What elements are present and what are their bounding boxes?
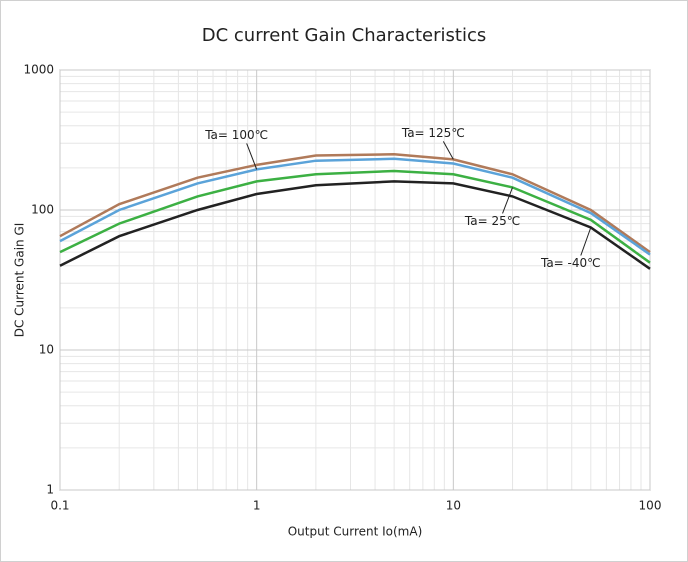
y-tick-label: 1000 [23, 63, 54, 77]
annotation-arrow [580, 227, 592, 256]
y-tick-label: 1 [46, 483, 54, 497]
series-label: Ta= -40℃ [540, 256, 601, 270]
x-tick-label: 0.1 [50, 499, 69, 513]
y-tick-label: 100 [31, 203, 54, 217]
x-tick-label: 100 [639, 499, 662, 513]
annotation-arrow [246, 143, 258, 170]
series-line [59, 180, 651, 270]
plot-area [59, 69, 651, 491]
x-axis-label: Output Current Io(mA) [288, 525, 423, 539]
y-tick-label: 10 [39, 343, 54, 357]
series-line [59, 153, 651, 254]
series-label: Ta= 25℃ [464, 214, 520, 228]
series-label: Ta= 100℃ [204, 128, 268, 142]
series-line [59, 157, 651, 256]
annotation-arrow [502, 187, 514, 214]
x-tick-label: 10 [446, 499, 461, 513]
chart-title: DC current Gain Characteristics [202, 25, 487, 46]
series-label: Ta= 125℃ [401, 126, 465, 140]
y-axis-label: DC Current Gain GI [13, 223, 27, 338]
series-line [59, 169, 651, 264]
x-tick-label: 1 [253, 499, 261, 513]
annotation-arrow [442, 141, 454, 160]
